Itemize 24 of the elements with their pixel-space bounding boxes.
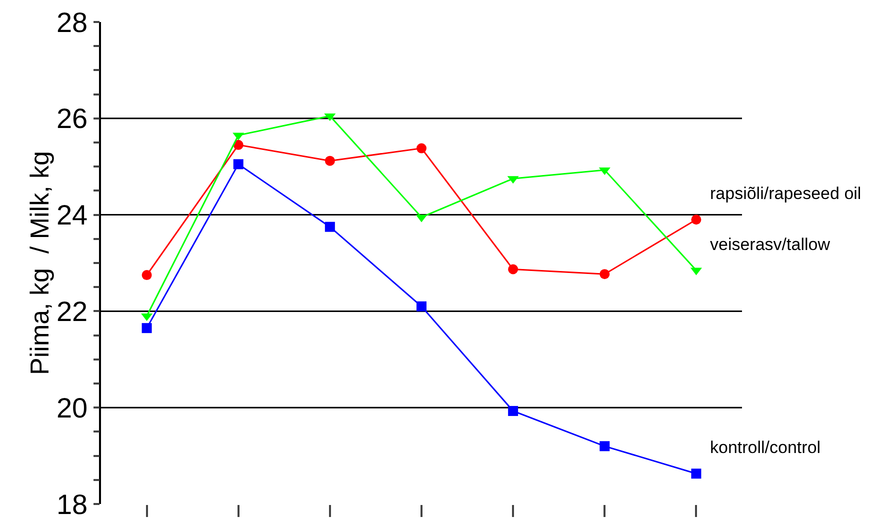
y-tick-label: 24 [56,200,88,231]
point [233,140,244,150]
point [691,468,702,479]
point [142,323,152,334]
y-tick-label: 26 [56,103,88,134]
point [600,269,610,280]
point [324,222,335,232]
point [142,270,152,280]
point [416,301,426,312]
point [324,156,335,166]
series-label: kontroll/control [710,438,821,457]
y-tick-label: 22 [56,296,88,327]
point [508,264,518,274]
point [691,214,702,225]
point [508,406,518,416]
y-tick-label: 18 [56,488,88,520]
point [416,143,426,154]
point [233,159,244,170]
y-tick-label: 28 [56,6,88,38]
point [600,441,610,452]
series-label: rapsiõli/rapeseed oil [710,184,862,203]
y-axis-title: Piima, kg / Milk, kg [24,151,54,375]
series-label: veiserasv/tallow [710,235,831,254]
y-tick-label: 20 [56,392,88,424]
